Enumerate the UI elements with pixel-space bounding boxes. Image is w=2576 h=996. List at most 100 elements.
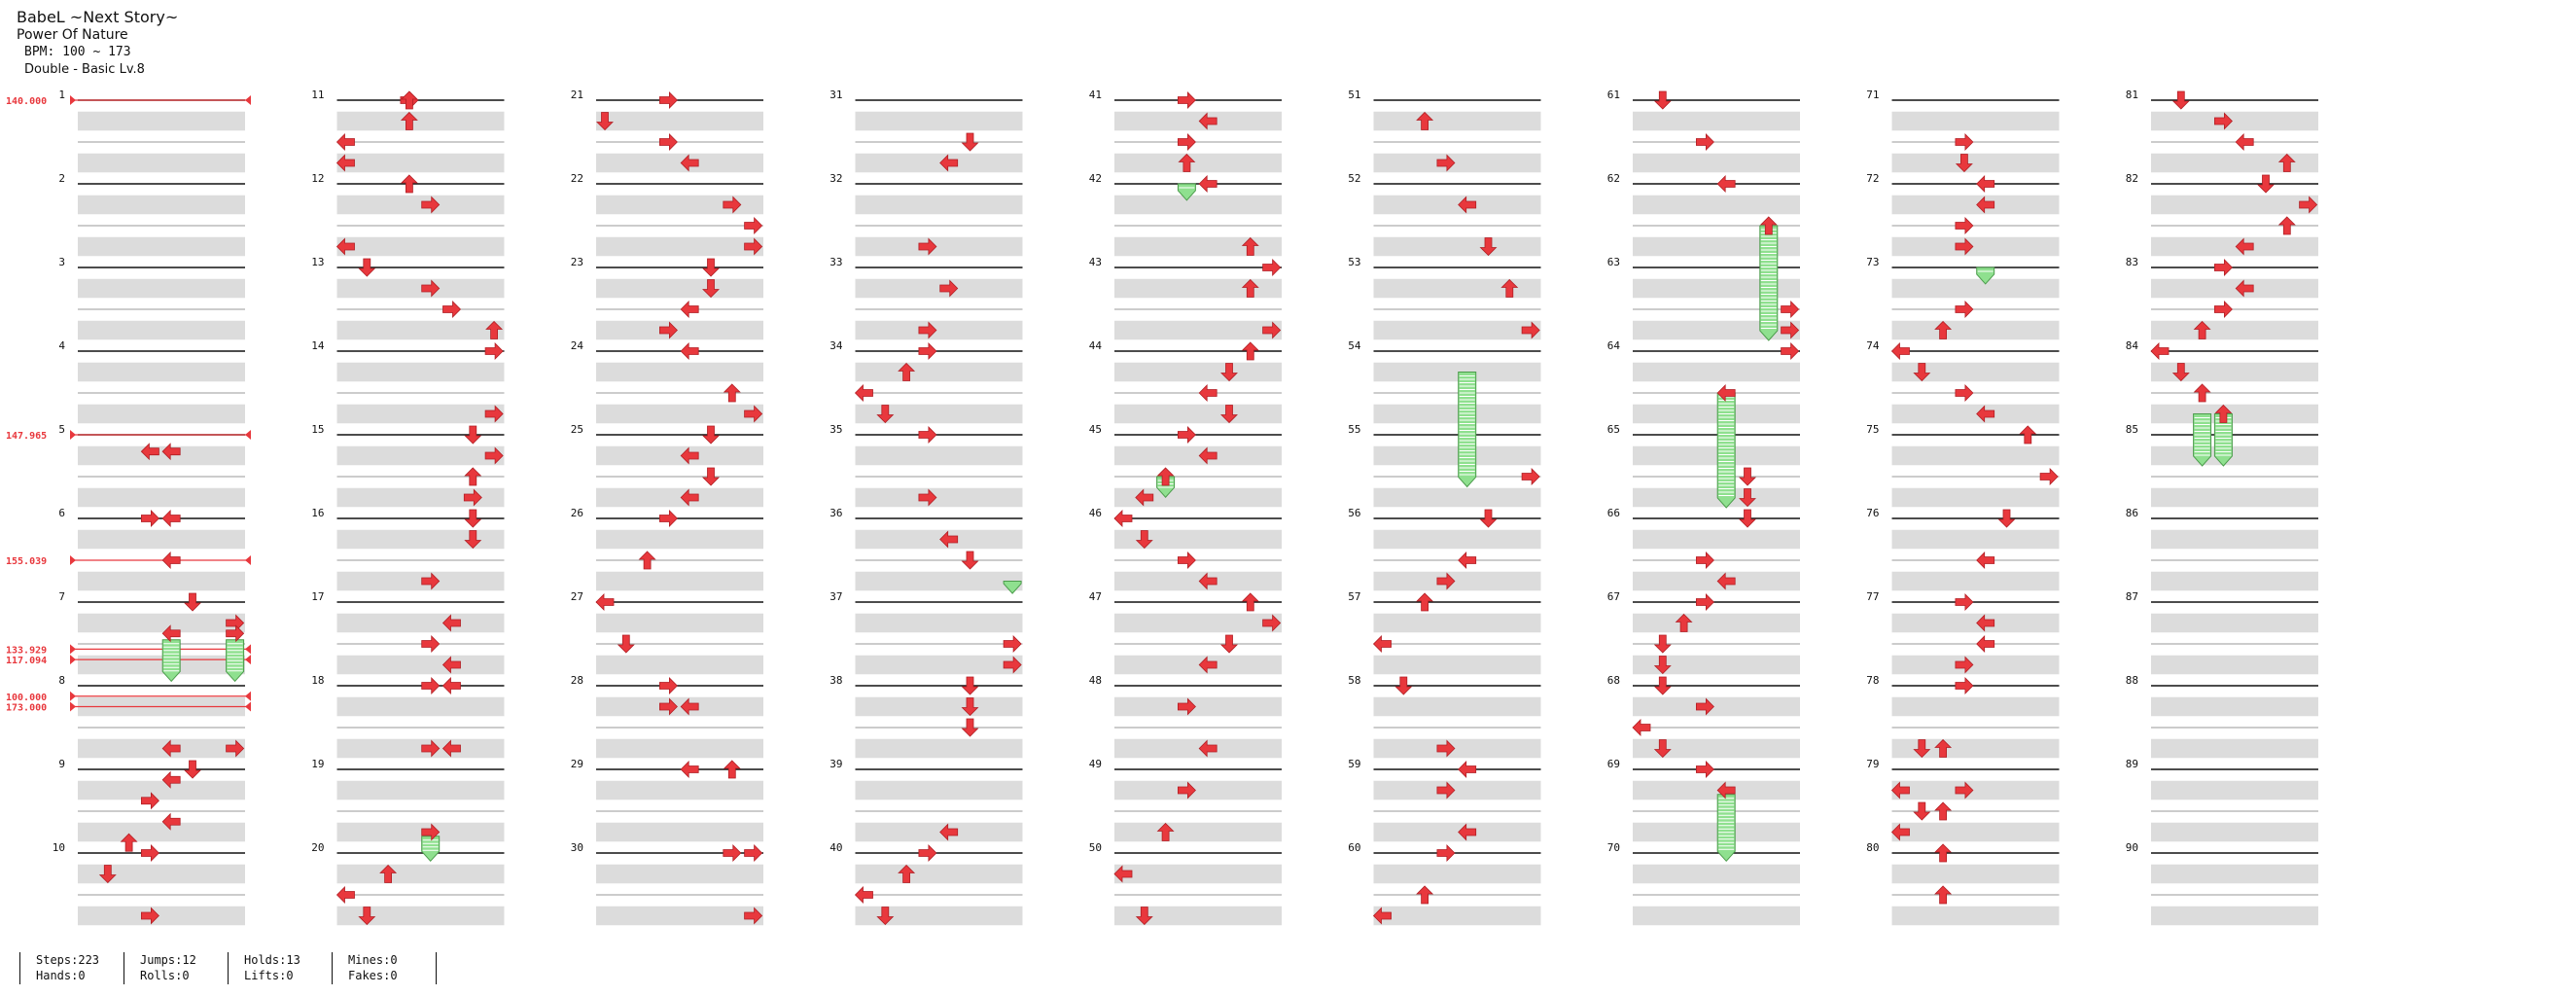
- beat-band: [1891, 111, 2060, 131]
- beat-band: [336, 320, 505, 340]
- arrow-right-icon: [1781, 321, 1800, 339]
- arrow-up-icon: [1934, 320, 1953, 339]
- arrow-right-icon: [1696, 133, 1714, 151]
- beat-band: [78, 362, 245, 382]
- song-artist: Power Of Nature: [17, 27, 128, 43]
- measure-number: 58: [1348, 674, 1360, 687]
- arrow-right-icon: [1955, 384, 1974, 402]
- arrow-up-icon: [1416, 111, 1434, 130]
- beat-band: [1891, 738, 2060, 759]
- arrow-down-icon: [702, 279, 720, 299]
- bpm-marker-left: [70, 691, 76, 701]
- arrow-right-icon: [1955, 656, 1974, 674]
- beat-band: [78, 404, 245, 424]
- beat-band: [336, 362, 505, 382]
- bpm-value: 173.000: [6, 703, 47, 714]
- arrow-down-icon: [2171, 90, 2190, 110]
- beat-band: [855, 404, 1023, 424]
- arrow-left-icon: [1716, 572, 1736, 590]
- measure-number: 34: [829, 339, 843, 352]
- arrow-left-icon: [335, 886, 355, 904]
- arrow-left-icon: [1716, 175, 1736, 193]
- arrow-left-icon: [1372, 907, 1392, 925]
- measure-number: 73: [1866, 256, 1879, 268]
- arrow-down-icon: [1653, 739, 1672, 759]
- measure-number: 46: [1089, 507, 1102, 519]
- arrow-left-icon: [1458, 761, 1477, 778]
- arrow-down-icon: [596, 112, 614, 131]
- measure-number: 52: [1348, 172, 1360, 185]
- arrow-down-icon: [184, 760, 201, 779]
- hold-note: [2193, 413, 2212, 467]
- hold-body: [1716, 794, 1736, 863]
- hold-note: [1716, 794, 1736, 863]
- arrow-left-icon: [441, 739, 461, 758]
- arrow-left-icon: [1976, 405, 1995, 423]
- arrow-left-icon: [1198, 656, 1217, 674]
- arrow-right-icon: [918, 321, 937, 339]
- arrow-right-icon: [226, 739, 245, 758]
- arrow-right-icon: [744, 217, 763, 234]
- beat-band: [336, 529, 505, 550]
- measure-number: 71: [1866, 89, 1879, 101]
- measure-number: 23: [571, 256, 583, 268]
- bpm-marker-right: [245, 555, 251, 565]
- beat-band: [78, 111, 245, 131]
- beat-band: [2151, 153, 2318, 173]
- beat-band: [2151, 655, 2318, 675]
- beat-band: [1114, 320, 1282, 340]
- beat-band: [336, 404, 505, 424]
- arrow-right-icon: [421, 635, 441, 653]
- arrow-right-icon: [1262, 321, 1282, 339]
- arrow-up-icon: [1500, 278, 1519, 298]
- arrow-up-icon: [400, 111, 418, 130]
- beat-band: [1114, 780, 1282, 800]
- bpm-marker-right: [245, 430, 251, 440]
- arrow-right-icon: [421, 196, 441, 214]
- beat-band: [1114, 278, 1282, 299]
- measure-number: 82: [2126, 172, 2138, 185]
- arrow-right-icon: [140, 792, 159, 810]
- arrow-down-icon: [1220, 405, 1238, 424]
- measure-number: 48: [1089, 674, 1102, 687]
- stat-fakes: Fakes:0: [348, 969, 398, 982]
- beat-band: [1633, 696, 1800, 717]
- arrow-left-icon: [1458, 196, 1477, 214]
- beat-band: [1891, 906, 2060, 926]
- beat-band: [2151, 738, 2318, 759]
- beat-band: [1114, 404, 1282, 424]
- beat-band: [78, 571, 245, 591]
- arrow-up-icon: [2277, 216, 2296, 235]
- beat-band: [336, 278, 505, 299]
- beat-band: [1373, 278, 1541, 299]
- arrow-right-icon: [1436, 154, 1456, 172]
- arrow-right-icon: [2039, 468, 2059, 485]
- arrow-left-icon: [1113, 510, 1133, 527]
- arrow-left-icon: [680, 488, 699, 507]
- beat-band: [596, 111, 763, 131]
- stat-group: Holds:13 Lifts:0: [228, 952, 332, 984]
- measure-number: 4: [58, 339, 65, 352]
- arrow-up-icon: [1934, 738, 1953, 758]
- arrow-right-icon: [744, 405, 763, 423]
- beat-band: [596, 195, 763, 215]
- arrow-right-icon: [421, 739, 441, 758]
- arrow-down-icon: [702, 467, 720, 486]
- measure-number: 77: [1866, 590, 1879, 603]
- bpm-value: 140.000: [6, 96, 47, 107]
- beat-band: [336, 236, 505, 257]
- arrow-left-icon: [335, 133, 355, 151]
- arrow-down-icon: [1739, 467, 1756, 486]
- arrow-right-icon: [1955, 677, 1974, 694]
- arrow-down-icon: [98, 865, 117, 884]
- bpm-marker-left: [70, 95, 76, 105]
- arrow-left-icon: [161, 770, 181, 789]
- beat-band: [855, 195, 1023, 215]
- measure-number: 86: [2126, 507, 2138, 519]
- beat-band: [855, 153, 1023, 173]
- arrow-right-icon: [659, 697, 678, 716]
- arrow-left-icon: [161, 812, 181, 831]
- arrow-down-icon: [1653, 676, 1672, 695]
- arrow-right-icon: [1262, 614, 1282, 632]
- beat-band: [1114, 236, 1282, 257]
